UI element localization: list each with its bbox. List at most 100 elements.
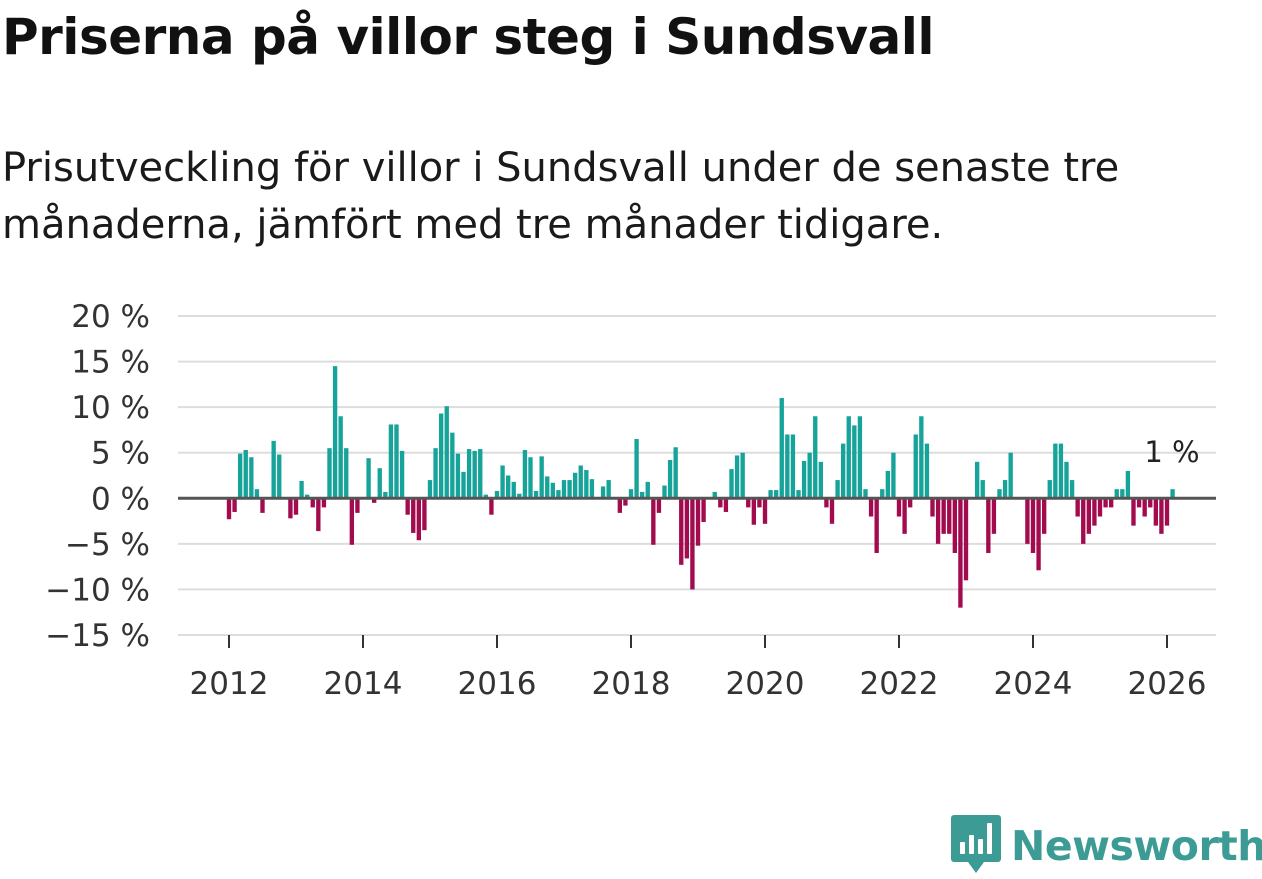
bar <box>958 498 963 608</box>
bar <box>539 456 544 499</box>
bar <box>757 498 762 508</box>
bar <box>919 416 924 499</box>
bar <box>1164 498 1170 526</box>
bar <box>997 489 1002 499</box>
y-tick-label: 20 % <box>71 299 150 335</box>
y-tick-label: 5 % <box>91 436 150 472</box>
bar <box>260 498 265 513</box>
bar <box>572 472 578 499</box>
bar <box>651 498 656 545</box>
x-tick-label: 2022 <box>860 666 939 702</box>
bar <box>868 498 874 517</box>
bar <box>388 424 394 499</box>
chart-title: Priserna på villor steg i Sundsvall <box>2 8 935 66</box>
bar <box>327 448 332 499</box>
bar <box>338 416 343 499</box>
newsworthy-logo-icon <box>951 815 1001 873</box>
bar <box>427 480 433 499</box>
bar <box>254 489 260 499</box>
bar <box>489 498 494 515</box>
x-axis: 2012 2014 2016 2018 2020 2022 2024 2026 <box>190 635 1206 702</box>
bar <box>818 461 824 499</box>
bar <box>974 461 980 499</box>
bar <box>718 498 723 508</box>
y-tick-label: −5 % <box>65 527 150 563</box>
brand-logo: Newsworthy <box>951 815 1262 876</box>
bar <box>840 443 846 499</box>
bar <box>935 498 941 544</box>
bar <box>455 453 461 499</box>
bar <box>1108 498 1114 508</box>
bar <box>1002 480 1008 499</box>
bar <box>1008 452 1013 499</box>
bar <box>1058 443 1064 499</box>
y-tick-label: 10 % <box>71 390 150 426</box>
bar <box>332 366 338 499</box>
last-value-label: 1 % <box>1144 435 1199 469</box>
bar <box>1041 498 1047 534</box>
bar <box>846 416 851 499</box>
bar <box>673 447 678 499</box>
bar <box>1047 480 1052 499</box>
bar <box>355 498 360 513</box>
bar <box>947 498 952 534</box>
bar <box>226 498 232 520</box>
bar <box>472 450 477 499</box>
bar <box>852 425 857 499</box>
bar <box>371 498 377 503</box>
bar <box>450 432 455 499</box>
bar <box>1153 498 1159 526</box>
bar <box>249 457 254 499</box>
bar <box>606 480 611 499</box>
bar <box>1075 498 1080 517</box>
bar <box>829 498 835 524</box>
bar <box>293 498 299 515</box>
bar <box>952 498 958 553</box>
bar <box>863 489 868 499</box>
bar <box>277 454 282 499</box>
bar <box>1136 498 1142 508</box>
bar <box>461 471 466 499</box>
bars <box>226 366 1175 608</box>
y-tick-label: 15 % <box>71 345 150 381</box>
bar <box>1092 498 1097 526</box>
bar <box>991 498 997 534</box>
bar <box>321 498 327 508</box>
bar <box>835 480 840 499</box>
bar <box>1064 461 1069 499</box>
bar <box>528 457 533 499</box>
bar <box>438 413 444 499</box>
bar <box>556 490 561 499</box>
bar <box>422 498 427 531</box>
bar <box>1030 498 1036 553</box>
bar <box>304 494 310 499</box>
bar <box>824 498 829 508</box>
bar <box>779 398 784 499</box>
bar <box>679 498 684 565</box>
x-tick-label: 2016 <box>458 666 537 702</box>
bar <box>807 452 812 499</box>
bar <box>712 491 717 499</box>
bar <box>237 453 243 499</box>
x-tick-label: 2020 <box>726 666 805 702</box>
bar <box>628 489 634 499</box>
bar <box>768 490 773 499</box>
bar <box>344 448 349 499</box>
bar <box>963 498 969 581</box>
bar <box>1036 498 1041 571</box>
bar <box>902 498 907 534</box>
bar <box>1081 498 1086 544</box>
bar <box>366 458 371 499</box>
bar <box>500 465 505 499</box>
bar <box>505 475 511 499</box>
bar <box>639 491 645 499</box>
bar <box>511 481 516 499</box>
bar <box>517 493 522 499</box>
bar <box>416 498 422 541</box>
bar <box>1103 498 1108 508</box>
chart-subtitle: Prisutveckling för villor i Sundsvall un… <box>2 145 1120 248</box>
bar <box>723 498 729 512</box>
bar <box>411 498 416 533</box>
bar <box>880 489 885 499</box>
bar <box>690 498 695 590</box>
